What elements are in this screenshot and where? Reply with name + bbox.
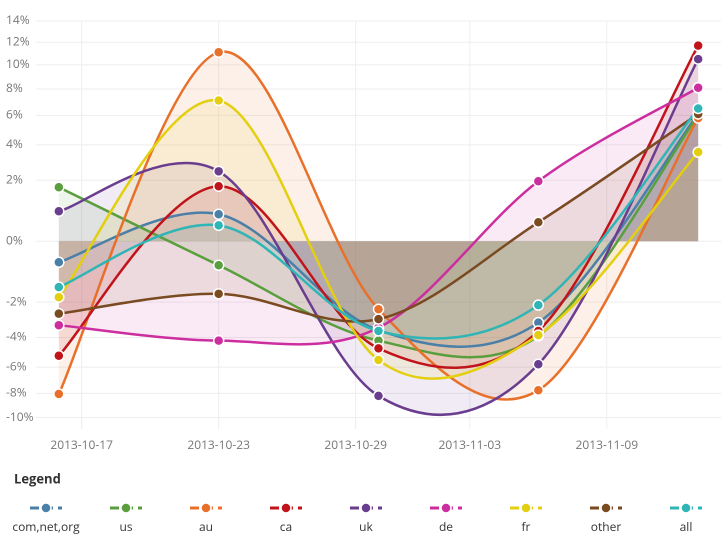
y-tick-label: -10% (6, 408, 34, 425)
legend-marker (360, 502, 372, 514)
series-area (58, 45, 699, 368)
legend-marker (280, 502, 292, 514)
data-point (532, 329, 545, 341)
legend-marker (200, 502, 212, 514)
legend-label: com,net,org (12, 518, 80, 535)
data-point (692, 53, 704, 65)
data-point (212, 259, 225, 272)
y-tick-label: 0% (6, 231, 23, 248)
data-point (532, 175, 545, 187)
y-tick-label: -8% (6, 384, 27, 401)
data-point (212, 180, 225, 192)
legend-label: all (680, 518, 693, 535)
data-point (692, 39, 704, 52)
x-tick-label: 2013-11-03 (439, 436, 502, 453)
x-tick-label: 2013-11-09 (576, 436, 639, 453)
series-line (58, 86, 699, 346)
data-point (53, 181, 65, 194)
data-point (53, 307, 65, 320)
series-area (58, 108, 699, 339)
data-point (692, 81, 704, 94)
legend-title: Legend (14, 469, 61, 487)
data-point (212, 46, 225, 59)
data-point (692, 102, 704, 115)
legend-marker (680, 502, 692, 514)
legend-marker (600, 502, 612, 514)
y-tick-label: 12% (6, 33, 30, 50)
data-point (53, 319, 65, 331)
series-area (58, 87, 699, 345)
data-point (53, 256, 65, 269)
data-point (372, 325, 385, 337)
y-tick-label: 2% (6, 170, 23, 187)
series-area (58, 115, 699, 358)
data-point (532, 358, 545, 371)
data-point (212, 94, 225, 107)
y-tick-label: 8% (6, 79, 23, 96)
data-point (372, 303, 385, 315)
series-line (57, 99, 700, 380)
legend-label: ca (280, 518, 292, 535)
data-point (212, 165, 225, 178)
data-point (532, 216, 545, 229)
data-point (53, 388, 65, 400)
y-tick-label: 4% (6, 135, 23, 152)
series-area (58, 113, 699, 347)
legend-label: other (591, 518, 622, 535)
legend-label: fr (522, 518, 531, 535)
data-point (53, 205, 65, 218)
y-tick-label: -4% (6, 328, 27, 345)
y-tick-label: 6% (6, 106, 23, 123)
series-line (58, 114, 700, 359)
x-tick-label: 2013-10-17 (50, 436, 113, 453)
data-point (53, 281, 65, 293)
data-point (212, 208, 225, 221)
data-point (692, 146, 704, 158)
legend-label: de (439, 518, 453, 535)
y-tick-label: 10% (6, 55, 30, 72)
series-group (53, 39, 704, 416)
series-line (57, 50, 700, 401)
y-tick-label: 14% (6, 11, 30, 28)
legend-marker (440, 502, 452, 514)
legend-marker (520, 502, 532, 514)
data-point (372, 313, 385, 325)
data-point (372, 354, 385, 366)
legend-label: us (119, 518, 132, 535)
legend-label: au (199, 518, 213, 535)
data-point (212, 288, 225, 300)
data-point (532, 299, 545, 311)
y-tick-label: -6% (6, 357, 27, 374)
series-area (58, 51, 699, 400)
legend-marker (40, 502, 52, 514)
legend-label: uk (359, 518, 373, 535)
data-point (372, 390, 385, 402)
x-tick-label: 2013-10-29 (324, 436, 387, 453)
x-tick-label: 2013-10-23 (187, 436, 250, 453)
data-point (53, 291, 65, 303)
data-point (212, 219, 225, 232)
legend-marker (120, 502, 132, 514)
y-tick-label: -2% (6, 292, 27, 309)
data-point (532, 384, 545, 396)
data-point (372, 342, 385, 355)
data-point (212, 334, 225, 347)
data-point (53, 349, 65, 362)
